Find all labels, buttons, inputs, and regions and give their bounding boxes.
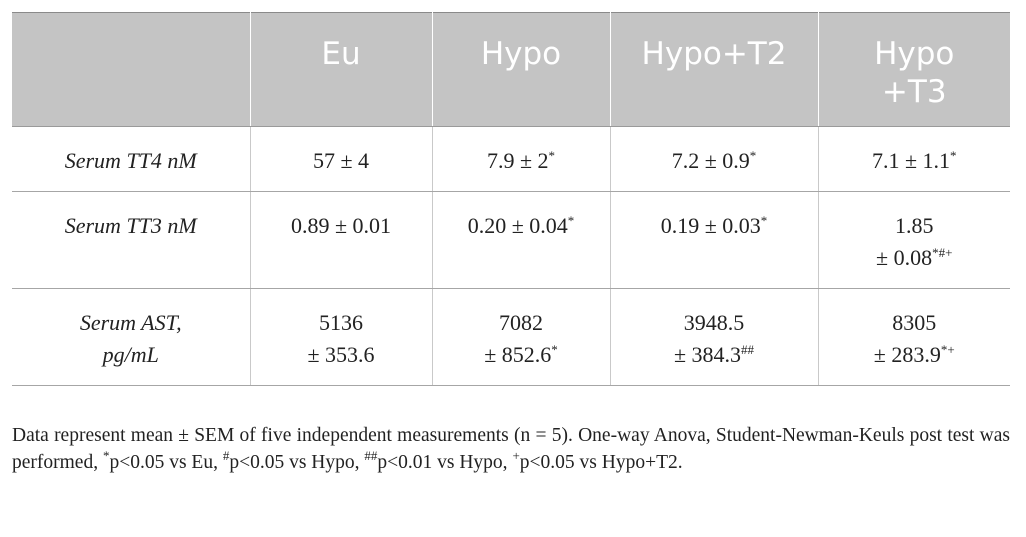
- table-row: Serum TT4 nM 57 ± 4 7.9 ± 2* 7.2 ± 0.9* 7.1 …: [12, 126, 1010, 192]
- footnote-mark: ##: [364, 448, 378, 463]
- significance-mark: *: [760, 213, 768, 228]
- footnote-text: p<0.05 vs Hypo,: [229, 452, 365, 473]
- significance-mark: *: [950, 148, 957, 163]
- significance-mark: *: [551, 342, 558, 357]
- cell-value: 0.19 ± 0.03: [660, 213, 761, 238]
- significance-mark: ##: [741, 342, 755, 357]
- footnote-mark: +: [512, 448, 520, 463]
- data-table: Eu Hypo Hypo+T2 Hypo +T3 Serum TT4 nM 57 ± 4…: [12, 12, 1010, 386]
- value-cell: 0.20 ± 0.04*: [431, 191, 610, 289]
- value-cell: 8305 ± 283.9*+: [817, 288, 1010, 386]
- significance-mark: *+: [940, 342, 955, 357]
- header-cell: [12, 12, 250, 127]
- row-label: Serum TT4 nM: [12, 126, 250, 192]
- value-cell: 7.2 ± 0.9*: [609, 126, 818, 192]
- table-body: Serum TT4 nM 57 ± 4 7.9 ± 2* 7.2 ± 0.9* 7.1 …: [12, 126, 1010, 386]
- value-cell: 5136 ± 353.6: [249, 288, 432, 386]
- footnote-mark: #: [222, 448, 230, 463]
- footnote-text: Data represent mean ± SEM of five indepe…: [12, 425, 1010, 473]
- footnote: Data represent mean ± SEM of five indepe…: [12, 422, 1010, 476]
- value-cell: 57 ± 4: [249, 126, 432, 192]
- table-row: Serum AST, pg/mL 5136 ± 353.6 7082 ± 852.6…: [12, 288, 1010, 386]
- value-cell: 7.9 ± 2*: [431, 126, 610, 192]
- cell-value: 7.2 ± 0.9: [671, 148, 750, 173]
- significance-mark: *: [749, 148, 757, 163]
- header-cell: Eu: [249, 12, 432, 127]
- value-cell: 7082 ± 852.6*: [431, 288, 610, 386]
- header-cell: Hypo: [431, 12, 610, 127]
- significance-mark: *: [567, 213, 575, 228]
- value-cell: 0.89 ± 0.01: [249, 191, 432, 289]
- cell-value: 7082 ± 852.6: [484, 310, 552, 367]
- cell-value: 8305 ± 283.9: [873, 310, 941, 367]
- significance-mark: *: [548, 148, 556, 163]
- cell-value: 1.85 ± 0.08: [876, 213, 934, 270]
- row-label: Serum TT3 nM: [12, 191, 250, 289]
- cell-value: 7.1 ± 1.1: [871, 148, 951, 173]
- value-cell: 7.1 ± 1.1*: [817, 126, 1010, 192]
- header-cell: Hypo +T3: [817, 12, 1010, 127]
- footnote-mark: *: [102, 448, 110, 463]
- cell-value: 5136 ± 353.6: [307, 310, 375, 367]
- cell-value: 0.89 ± 0.01: [290, 213, 392, 238]
- row-label: Serum AST, pg/mL: [12, 288, 250, 386]
- value-cell: 1.85 ± 0.08*#+: [817, 191, 1010, 289]
- value-cell: 3948.5 ± 384.3##: [609, 288, 818, 386]
- cell-value: 3948.5 ± 384.3: [673, 310, 745, 367]
- value-cell: 0.19 ± 0.03*: [609, 191, 818, 289]
- header-cell: Hypo+T2: [609, 12, 818, 127]
- cell-value: 7.9 ± 2: [486, 148, 549, 173]
- significance-mark: *#+: [932, 245, 953, 260]
- cell-value: 57 ± 4: [312, 148, 370, 173]
- header-row: Eu Hypo Hypo+T2 Hypo +T3: [12, 12, 1010, 127]
- footnote-text: p<0.05 vs Eu,: [109, 452, 223, 473]
- table-row: Serum TT3 nM 0.89 ± 0.01 0.20 ± 0.04* 0.19 …: [12, 191, 1010, 289]
- footnote-text: p<0.01 vs Hypo,: [377, 452, 513, 473]
- footnote-text: p<0.05 vs Hypo+T2.: [519, 452, 683, 473]
- cell-value: 0.20 ± 0.04: [467, 213, 568, 238]
